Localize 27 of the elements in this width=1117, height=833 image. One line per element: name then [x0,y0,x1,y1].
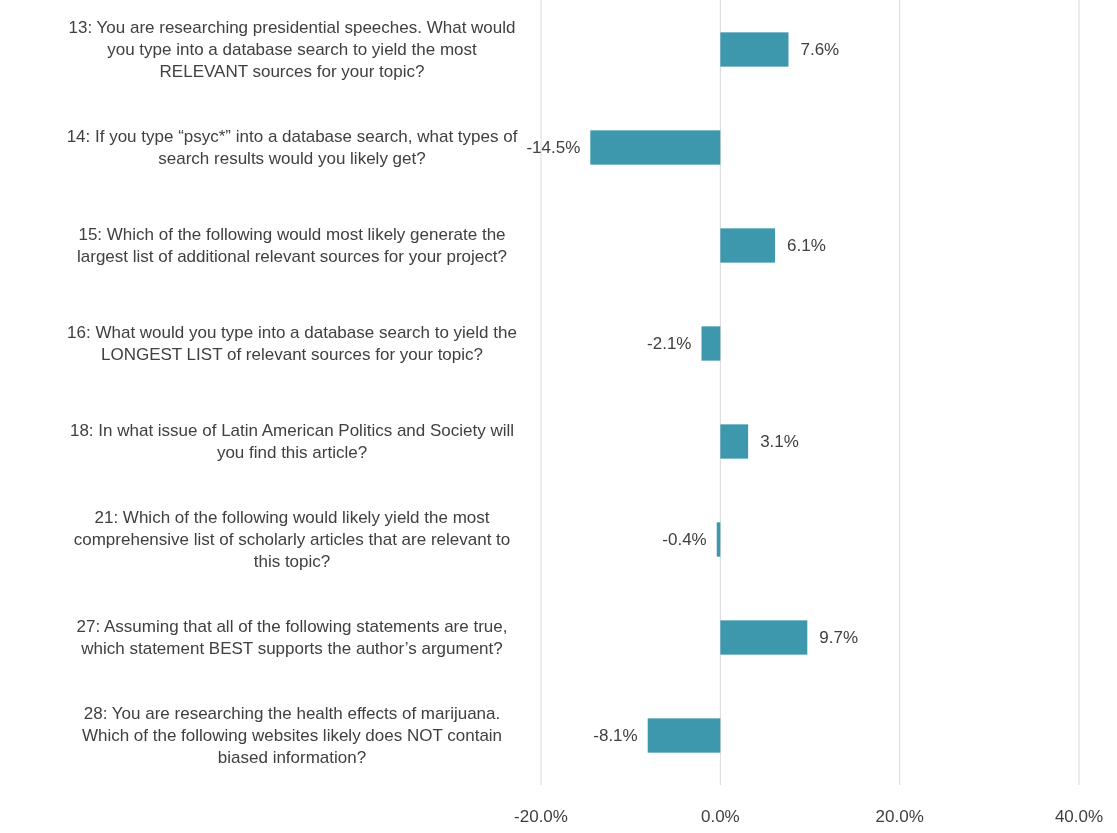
bar [701,326,721,361]
data-label: -0.4% [662,530,707,550]
bar [720,424,749,459]
x-tick-label: 20.0% [875,807,924,826]
x-tick-label: 40.0% [1054,807,1104,826]
data-label: 9.7% [819,628,859,648]
bar [720,620,808,655]
y-tick-label: 16: What would you type into a database search to yield the LONGEST LIST of relevant sources for your topic? [67,323,517,365]
bar [720,228,776,263]
y-tick-label: 14: If you type “psyc*” into a database search, what types of search results would you likely get? [66,127,518,169]
data-label: 7.6% [800,40,840,60]
y-tick-label: 15: Which of the following would most likely generate the largest list of additional relevant sources for your project? [77,225,507,267]
bar [720,32,789,67]
data-label: 6.1% [787,236,826,256]
y-tick-label: 18: In what issue of Latin American Politics and Society will you find this article? [69,421,515,463]
y-tick-label: 21: Which of the following would likely yield the most comprehensive list of scholarly articles that are relevant to this topic? [73,508,511,572]
y-tick-label: 28: You are researching the health effects of marijuana. Which of the following websites likely does NOT contain biased information? [81,704,503,768]
y-tick-label: 13: You are researching presidential speeches. What would you type into a database search to yield the most RELEVANT sources for your topic? [68,18,516,82]
data-label: -8.1% [593,726,638,746]
bar [647,718,721,753]
x-tick-label: -20.0% [514,807,568,826]
data-label: -14.5% [526,138,581,158]
data-label: 3.1% [760,432,799,452]
data-label: -2.1% [647,334,692,354]
bar [590,130,721,165]
x-tick-label: 0.0% [700,807,740,826]
y-tick-label: 27: Assuming that all of the following statements are true, which statement BEST supports the author’s argument? [76,617,508,659]
